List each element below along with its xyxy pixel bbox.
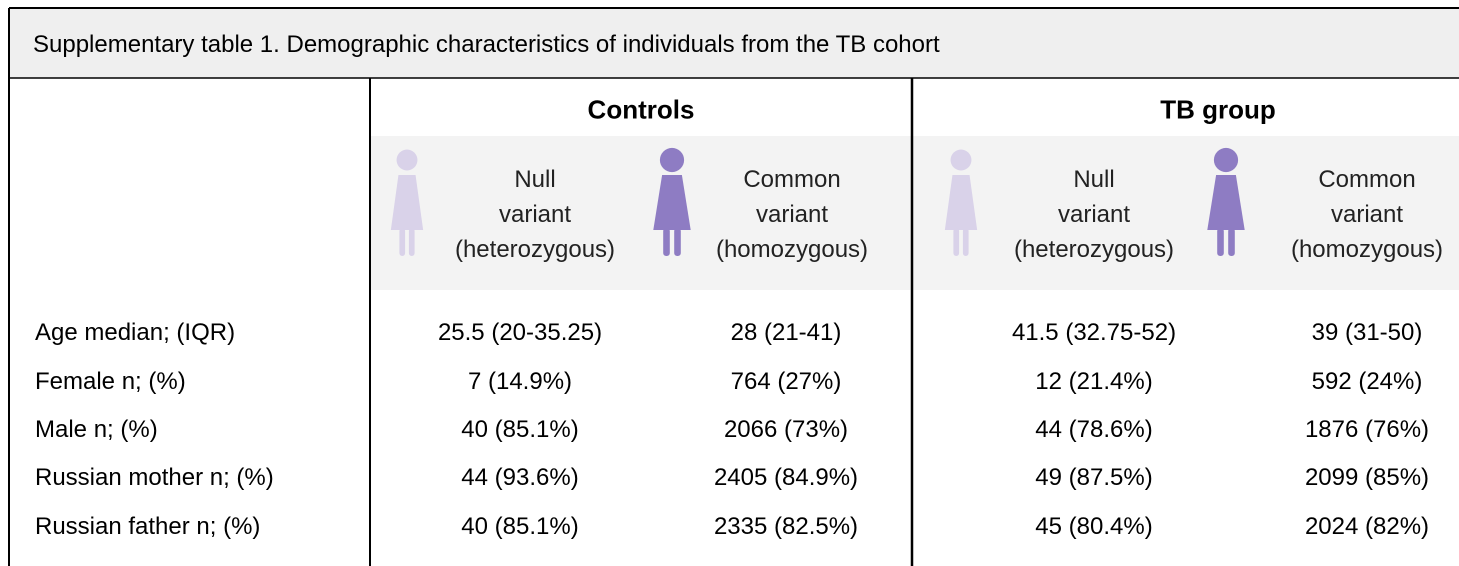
group-header: Controls [587, 94, 695, 125]
person-icon [1228, 228, 1235, 256]
table-cell: 44 (93.6%) [461, 464, 579, 491]
subheader-text: variant [755, 201, 829, 228]
row-label: Russian father n; (%) [35, 513, 261, 540]
row-label: Russian mother n; (%) [35, 464, 274, 491]
table-cell: 44 (78.6%) [1035, 416, 1153, 443]
subheader-text: Common [1318, 166, 1416, 193]
table-cell: 2099 (85%) [1304, 464, 1430, 491]
person-icon [659, 147, 685, 173]
table-cell: 2024 (82%) [1304, 513, 1430, 540]
person-icon [950, 149, 972, 171]
subheader-text: Null [514, 166, 556, 193]
subheader-text: (heterozygous) [454, 236, 616, 263]
subheader-text: variant [1057, 201, 1131, 228]
person-icon [396, 149, 418, 171]
person-icon [944, 175, 978, 230]
table-cell: 40 (85.1%) [461, 416, 579, 443]
table-cell: 592 (24%) [1311, 368, 1423, 395]
subheader-text: (homozygous) [715, 236, 869, 263]
person-icon [962, 228, 969, 256]
person-icon [390, 175, 424, 230]
row-label: Age median; (IQR) [35, 319, 236, 346]
row-label: Male n; (%) [35, 416, 158, 443]
table-cell: 2335 (82.5%) [713, 513, 859, 540]
table-cell: 28 (21-41) [730, 319, 842, 346]
table-title: Supplementary table 1. Demographic chara… [33, 31, 940, 58]
table-cell: 2405 (84.9%) [713, 464, 859, 491]
table-cell: 40 (85.1%) [461, 513, 579, 540]
subheader-text: Null [1073, 166, 1115, 193]
person-icon [953, 228, 960, 256]
person-icon [399, 228, 406, 256]
person-icon [1207, 175, 1245, 230]
table-cell: 764 (27%) [730, 368, 842, 395]
person-icon [408, 228, 415, 256]
table-cell: 45 (80.4%) [1035, 513, 1153, 540]
table-cell: 49 (87.5%) [1035, 464, 1153, 491]
person-icon [653, 175, 691, 230]
table-cell: 39 (31-50) [1311, 319, 1423, 346]
table-cell: 12 (21.4%) [1035, 368, 1153, 395]
title-band [8, 8, 1459, 78]
subheader-band [370, 136, 1459, 290]
table-cell: 41.5 (32.75-52) [1011, 319, 1177, 346]
subheader-text: (homozygous) [1290, 236, 1444, 263]
person-icon [1217, 228, 1224, 256]
person-icon [1213, 147, 1239, 173]
person-icon [663, 228, 670, 256]
subheader-text: Common [743, 166, 841, 193]
subheader-text: (heterozygous) [1013, 236, 1175, 263]
row-label: Female n; (%) [35, 368, 186, 395]
group-header: TB group [1160, 94, 1276, 125]
table-cell: 2066 (73%) [723, 416, 849, 443]
table-cell: 7 (14.9%) [467, 368, 573, 395]
subheader-text: variant [1330, 201, 1404, 228]
subheader-text: variant [498, 201, 572, 228]
table-cell: 25.5 (20-35.25) [437, 319, 603, 346]
table-cell: 1876 (76%) [1304, 416, 1430, 443]
person-icon [674, 228, 681, 256]
